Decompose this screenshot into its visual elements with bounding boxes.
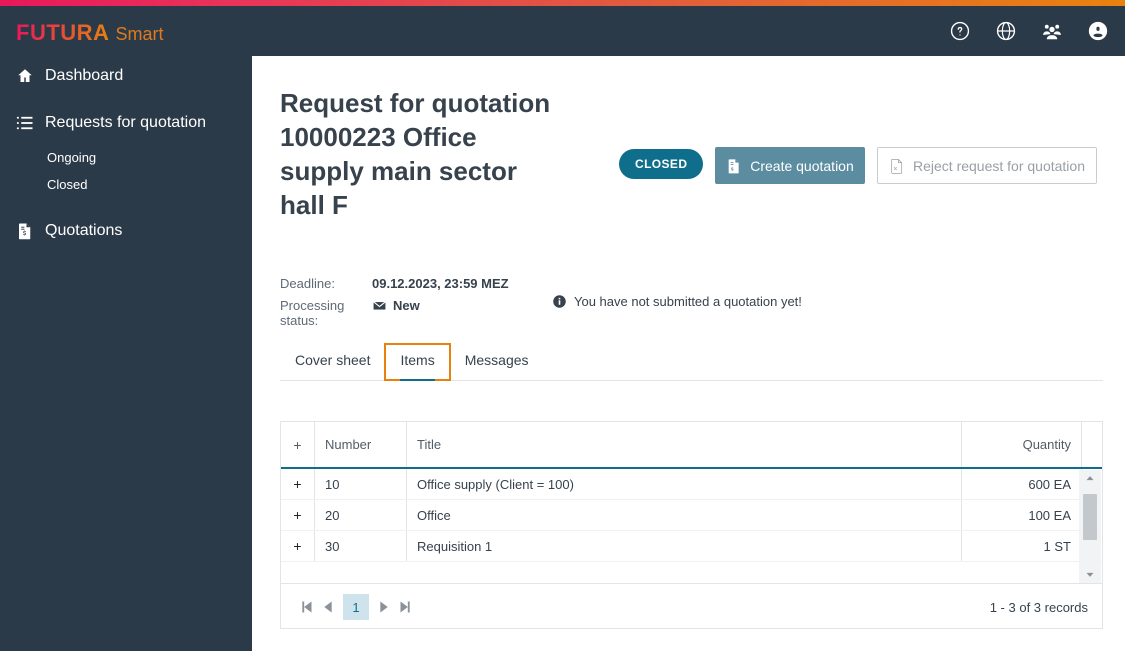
svg-text:$: $: [731, 166, 734, 172]
